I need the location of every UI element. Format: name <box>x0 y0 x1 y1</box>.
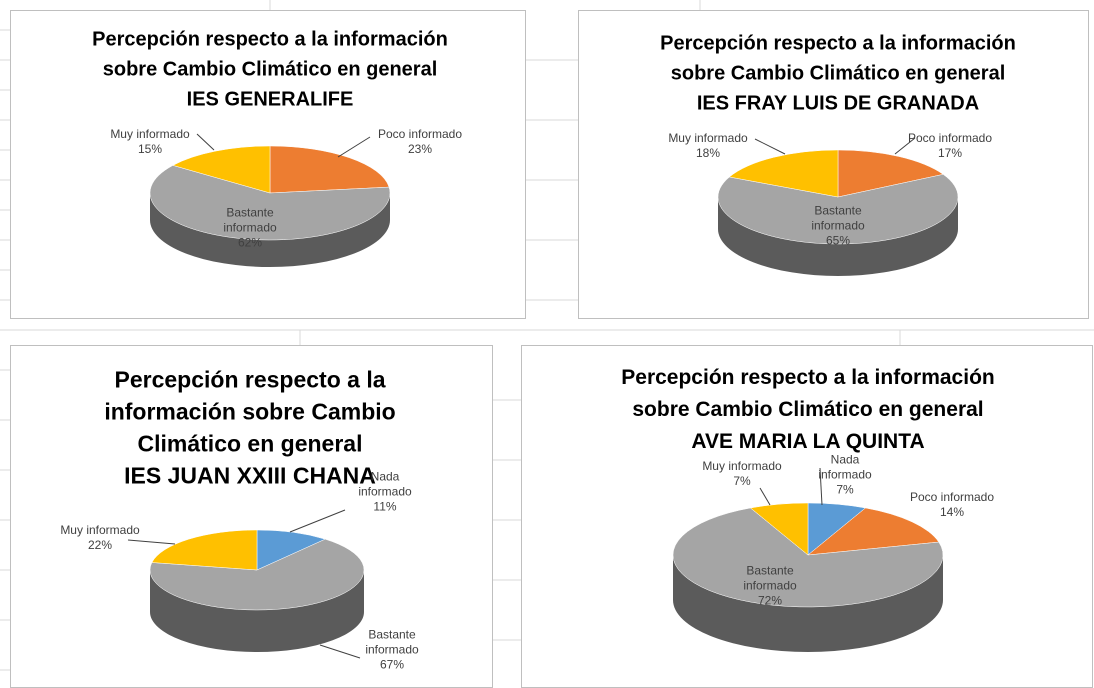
pie-slice <box>172 145 271 194</box>
chart-title: IES FRAY LUIS DE GRANADA <box>696 92 980 115</box>
value-label: 11% <box>373 499 397 514</box>
category-label: Poco informado <box>909 490 995 504</box>
category-label: Bastante informado <box>223 205 277 235</box>
data-label: Poco informado 23% <box>365 127 475 157</box>
chart-title: sobre Cambio Climático en general <box>632 398 984 421</box>
data-label: Bastante informado 65% <box>798 204 878 249</box>
data-label: Nada informado 11% <box>345 470 425 515</box>
category-label: Bastante informado <box>811 203 865 233</box>
category-label: Muy informado <box>60 523 140 537</box>
chart-title: IES JUAN XXIII CHANA <box>124 462 376 489</box>
data-label: Bastante informado 67% <box>352 628 432 673</box>
leader-line <box>754 138 786 155</box>
chart-title: AVE MARIA LA QUINTA <box>691 430 925 453</box>
value-label: 7% <box>836 482 854 497</box>
leader-line <box>289 509 346 533</box>
category-label: Muy informado <box>668 131 748 145</box>
value-label: 14% <box>939 505 965 519</box>
pie-slice <box>749 502 809 556</box>
value-label: 15% <box>137 142 163 156</box>
pie-slice <box>256 529 326 571</box>
chart-title: Percepción respecto a la información <box>621 366 995 389</box>
chart-title: sobre Cambio Climático en general <box>102 58 438 81</box>
chart-title: información sobre Cambio <box>104 398 396 425</box>
data-label: Bastante informado 62% <box>210 206 290 251</box>
leader-line <box>759 487 771 506</box>
leader-line <box>196 133 215 151</box>
data-label: Bastante informado 72% <box>730 564 810 609</box>
leader-line <box>337 136 371 158</box>
pie-slice <box>151 529 258 571</box>
value-label: 62% <box>237 235 263 250</box>
category-label: Poco informado <box>907 131 993 145</box>
value-label: 22% <box>87 538 113 552</box>
pie-side <box>150 570 364 652</box>
pie-slice <box>807 507 940 556</box>
value-label: 65% <box>825 233 851 248</box>
chart-title: Climático en general <box>137 430 363 457</box>
value-label: 17% <box>937 146 963 160</box>
category-label: Nada informado <box>358 469 412 499</box>
data-label: Nada informado 7% <box>805 453 885 498</box>
pie-side <box>718 197 958 276</box>
chart-title: IES GENERALIFE <box>186 88 354 111</box>
leader-line <box>894 137 916 155</box>
data-label: Muy informado 22% <box>60 523 140 553</box>
category-label: Muy informado <box>702 459 782 473</box>
pie-slice <box>837 149 944 198</box>
data-label: Poco informado 14% <box>897 490 1007 520</box>
category-label: Bastante informado <box>365 627 419 657</box>
sheet-grid <box>0 0 1094 671</box>
pie-slice <box>269 145 390 194</box>
category-label: Poco informado <box>377 127 463 141</box>
category-label: Muy informado <box>110 127 190 141</box>
data-label: Poco informado 17% <box>895 131 1005 161</box>
category-label: Nada informado <box>818 452 872 482</box>
chart-title: sobre Cambio Climático en general <box>670 62 1006 85</box>
leader-line <box>127 539 176 545</box>
value-label: 23% <box>407 142 433 156</box>
chart-title: Percepción respecto a la información <box>92 28 448 51</box>
value-label: 18% <box>695 146 721 160</box>
pie-side <box>673 555 943 652</box>
data-label: Muy informado 15% <box>95 127 205 157</box>
data-label: Muy informado 18% <box>653 131 763 161</box>
chart-title: Percepción respecto a la <box>114 366 386 393</box>
value-label: 67% <box>379 657 405 672</box>
pie-slice <box>728 149 839 198</box>
value-label: 72% <box>757 593 783 608</box>
leader-line <box>819 467 823 506</box>
value-label: 7% <box>733 474 751 488</box>
category-label: Bastante informado <box>743 563 797 593</box>
pie-slice <box>717 174 959 245</box>
data-label: Muy informado 7% <box>687 459 797 489</box>
pie-side <box>150 193 390 267</box>
pie-slice <box>672 507 944 608</box>
chart-title: Percepción respecto a la información <box>660 32 1016 55</box>
leader-line <box>319 644 361 659</box>
pie-slice <box>149 538 365 611</box>
pie-slice <box>149 165 391 241</box>
